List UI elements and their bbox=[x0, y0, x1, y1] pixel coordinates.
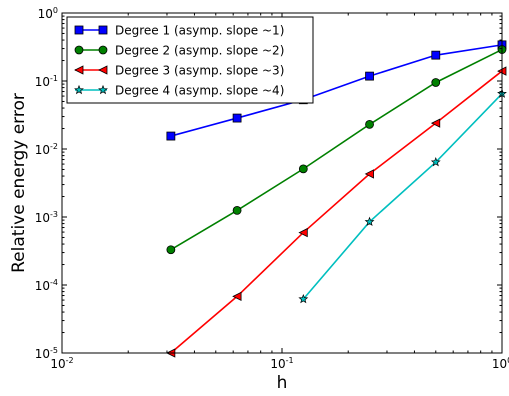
data-point bbox=[232, 291, 242, 302]
data-point bbox=[430, 157, 441, 167]
series-2 bbox=[166, 45, 507, 255]
y-tick-label: 10-4 bbox=[35, 278, 58, 293]
legend-label: Degree 2 (asymp. slope ~2) bbox=[115, 44, 284, 58]
legend-marker bbox=[98, 25, 108, 35]
legend-marker bbox=[98, 65, 108, 75]
series-4 bbox=[298, 88, 507, 304]
legend-marker bbox=[74, 25, 84, 35]
axis-ticks: 10-2 10-1 100 10-5 10-4 10-3 10-2 10-1 100 bbox=[35, 6, 509, 371]
y-tick-label: 100 bbox=[38, 6, 58, 21]
y-tick-label: 10-3 bbox=[35, 210, 58, 225]
data-point bbox=[431, 78, 441, 87]
data-point bbox=[430, 118, 441, 128]
data-point bbox=[232, 113, 242, 123]
data-point bbox=[431, 50, 441, 60]
data-point bbox=[166, 131, 176, 141]
legend-marker bbox=[98, 45, 108, 55]
legend-marker bbox=[74, 45, 84, 55]
data-point bbox=[365, 120, 374, 129]
legend: Degree 1 (asymp. slope ~1) Degree 2 (asym… bbox=[66, 16, 314, 104]
data-point bbox=[298, 293, 309, 304]
x-tick-label: 100 bbox=[492, 356, 509, 371]
data-point bbox=[232, 206, 242, 215]
data-point bbox=[364, 216, 375, 226]
y-tick-label: 10-2 bbox=[35, 142, 58, 157]
data-point bbox=[365, 71, 374, 81]
x-tick-label: 10-2 bbox=[50, 356, 73, 371]
data-point bbox=[364, 169, 374, 179]
data-point bbox=[298, 227, 308, 238]
legend-marker bbox=[74, 65, 84, 75]
series-line bbox=[170, 44, 503, 137]
series-line bbox=[170, 70, 503, 354]
plot-marks bbox=[165, 40, 507, 358]
series-line bbox=[302, 93, 503, 300]
y-tick-label: 10-1 bbox=[35, 74, 58, 89]
legend-box bbox=[66, 16, 314, 104]
y-tick-label: 10-5 bbox=[35, 346, 58, 361]
data-point bbox=[166, 245, 176, 255]
legend-label: Degree 1 (asymp. slope ~1) bbox=[115, 24, 284, 38]
data-point bbox=[298, 164, 308, 174]
series-3 bbox=[165, 66, 507, 358]
legend-marker bbox=[98, 84, 108, 95]
legend-label: Degree 3 (asymp. slope ~3) bbox=[115, 64, 284, 78]
x-axis-label: h bbox=[277, 373, 288, 393]
legend-marker bbox=[74, 84, 84, 95]
x-tick-label: 10-1 bbox=[270, 356, 293, 371]
legend-label: Degree 4 (asymp. slope ~4) bbox=[115, 84, 284, 98]
y-axis-label: Relative energy error bbox=[9, 93, 29, 273]
series-line bbox=[170, 48, 503, 251]
